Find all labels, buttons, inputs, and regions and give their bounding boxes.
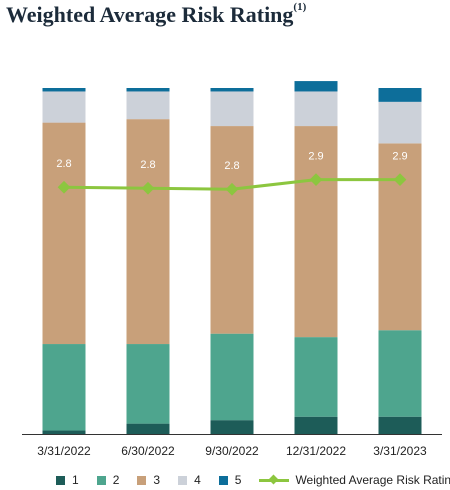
bar-segment-1 xyxy=(378,416,422,434)
x-tick-label: 12/31/2022 xyxy=(286,444,346,458)
title-footnote: (1) xyxy=(293,0,307,13)
legend-item-2: 2 xyxy=(96,473,120,487)
bar-segment-3 xyxy=(126,119,170,345)
risk-rating-point xyxy=(57,180,71,194)
bar-segment-2 xyxy=(294,337,338,417)
bar-segment-5 xyxy=(378,88,422,102)
legend-line-marker xyxy=(259,474,290,485)
risk-rating-label: 2.8 xyxy=(224,160,239,172)
legend-swatch xyxy=(218,475,228,485)
legend-label: 5 xyxy=(234,473,242,487)
x-tick-label: 3/31/2023 xyxy=(373,444,427,458)
bar-segment-3 xyxy=(210,126,254,334)
bar-segment-4 xyxy=(294,91,338,127)
legend-label: 4 xyxy=(194,473,201,487)
bar-segment-4 xyxy=(126,91,170,120)
legend-item-3: 3 xyxy=(137,473,160,487)
bar-segment-5 xyxy=(210,88,254,92)
chart-title: Weighted Average Risk Rating(1) xyxy=(6,0,307,28)
risk-rating-label: 2.9 xyxy=(308,151,323,163)
bar-segment-5 xyxy=(294,81,338,92)
legend-swatch xyxy=(178,475,188,485)
bar-segment-1 xyxy=(210,420,254,434)
bar-segment-2 xyxy=(42,344,86,431)
risk-rating-point xyxy=(393,173,407,186)
risk-rating-label: 2.9 xyxy=(392,151,407,163)
bar-segment-5 xyxy=(42,88,86,92)
chart-area: 3/31/2022 6/30/2022 9/30/2022 12/31/2022 3/3… xyxy=(22,81,442,458)
bar-segment-1 xyxy=(294,416,338,434)
bar-segment-4 xyxy=(378,101,422,144)
bar-segment-1 xyxy=(42,430,86,434)
bar-segment-2 xyxy=(126,344,170,424)
x-tick-label: 9/30/2022 xyxy=(205,444,259,458)
risk-rating-point xyxy=(225,182,239,196)
bar-segment-2 xyxy=(210,333,254,421)
risk-rating-label: 2.8 xyxy=(140,159,155,171)
bar-segment-2 xyxy=(378,330,422,417)
bar-segment-3 xyxy=(42,122,86,345)
legend-item-1: 1 xyxy=(56,473,79,487)
bar-segment-3 xyxy=(378,143,422,331)
chart-legend: 1 2 3 4 5 Weighted Average Risk Rating xyxy=(56,471,450,489)
legend-label: 3 xyxy=(153,473,161,487)
bar-segment-3 xyxy=(294,126,338,338)
risk-rating-point xyxy=(309,173,323,186)
legend-swatch xyxy=(96,475,106,485)
bar-segment-4 xyxy=(42,91,86,123)
bar-segment-5 xyxy=(126,88,170,92)
x-tick-label: 3/31/2022 xyxy=(37,444,91,458)
legend-swatch xyxy=(137,475,147,485)
legend-item-5: 5 xyxy=(218,473,242,487)
bar-segment-1 xyxy=(126,423,170,434)
legend-label: Weighted Average Risk Rating xyxy=(295,473,450,487)
legend-item-4: 4 xyxy=(178,473,201,487)
legend-label: 1 xyxy=(72,473,79,487)
chart-title-text: Weighted Average Risk Rating xyxy=(6,2,294,27)
legend-label: 2 xyxy=(112,473,120,487)
bar-segment-4 xyxy=(210,91,254,127)
x-tick-label: 6/30/2022 xyxy=(121,444,175,458)
legend-swatch xyxy=(56,475,65,485)
risk-rating-label: 2.8 xyxy=(56,158,71,170)
legend-item-risk-rating: Weighted Average Risk Rating xyxy=(259,473,450,487)
risk-rating-point xyxy=(141,181,155,195)
